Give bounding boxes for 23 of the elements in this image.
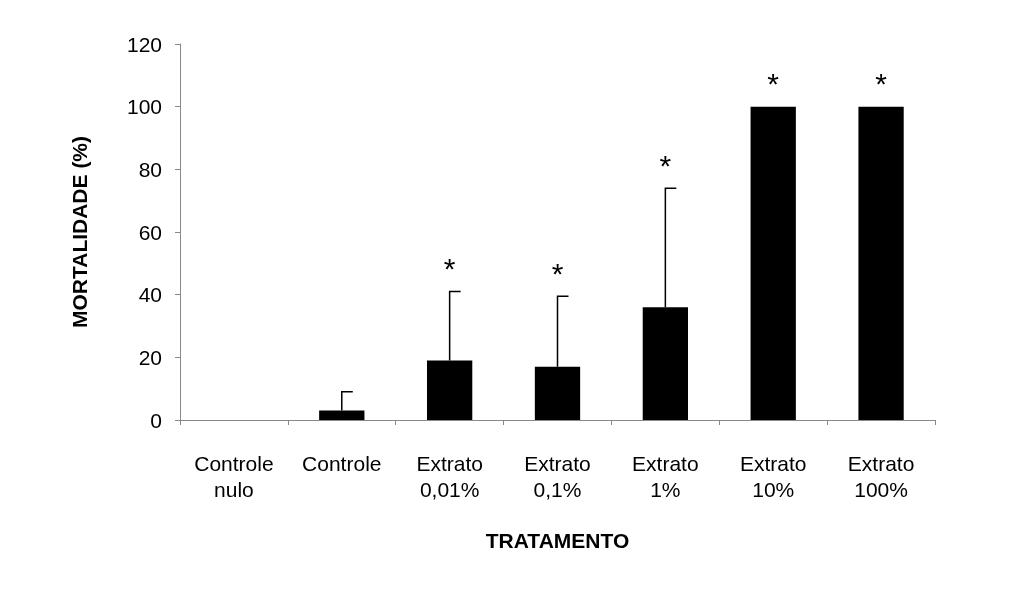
x-tick-label: Extrato 0,01%: [416, 451, 483, 501]
x-tick-label: Extrato 0,1%: [524, 451, 591, 501]
annotation: *: [443, 252, 456, 286]
x-axis-title: TRATAMENTO: [485, 529, 630, 552]
x-tick-label: Controle: [302, 451, 382, 475]
x-tick-label: Extrato 10%: [739, 451, 807, 501]
annotation: *: [875, 67, 888, 101]
bar: [858, 106, 904, 420]
annotation: *: [767, 67, 780, 101]
y-tick-label: 0: [150, 408, 162, 432]
y-tick-label: 100: [126, 95, 162, 119]
annotation: *: [659, 148, 672, 182]
y-tick-label: 120: [126, 32, 162, 56]
x-tick-label: Extrato 1%: [632, 451, 699, 501]
y-tick-label: 80: [138, 157, 162, 181]
bar: [750, 106, 796, 420]
x-tick-label: Controle nulo: [194, 451, 274, 501]
x-tick-label: Extrato 100%: [847, 451, 915, 501]
y-tick-label: 20: [138, 345, 162, 369]
y-axis-title: MORTALIDADE (%): [68, 135, 91, 329]
y-tick-label: 40: [138, 283, 162, 307]
y-tick-label: 60: [138, 220, 162, 244]
annotation: *: [551, 256, 564, 290]
